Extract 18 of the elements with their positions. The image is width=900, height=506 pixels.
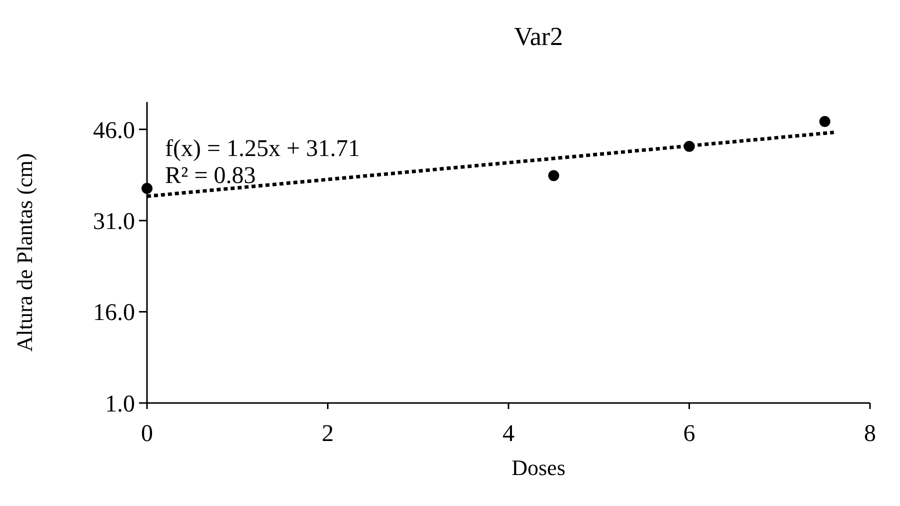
point — [548, 170, 560, 182]
x-tick-label: 4 — [502, 421, 514, 447]
chart-title: Var2 — [514, 22, 564, 51]
point — [684, 140, 695, 152]
annotation: R² = 0.83 — [165, 163, 256, 189]
x-axis-title: Doses — [512, 455, 566, 480]
x-tick-label: 0 — [141, 421, 153, 447]
x-tick-label: 6 — [683, 421, 696, 447]
y-tick-label: 1.0 — [105, 391, 135, 418]
y-axis-title: Altura de Plantas (cm) — [12, 153, 37, 352]
annotation: f(x) = 1.25x + 31.71 — [165, 136, 360, 162]
point — [142, 182, 152, 194]
y-tick-label: 46.0 — [93, 118, 135, 144]
point — [819, 116, 830, 127]
x-tick-label: 2 — [322, 421, 334, 447]
x-tick-label: 8 — [864, 421, 876, 447]
y-tick-label: 31.0 — [93, 208, 135, 235]
y-tick-label: 16.0 — [93, 300, 135, 326]
